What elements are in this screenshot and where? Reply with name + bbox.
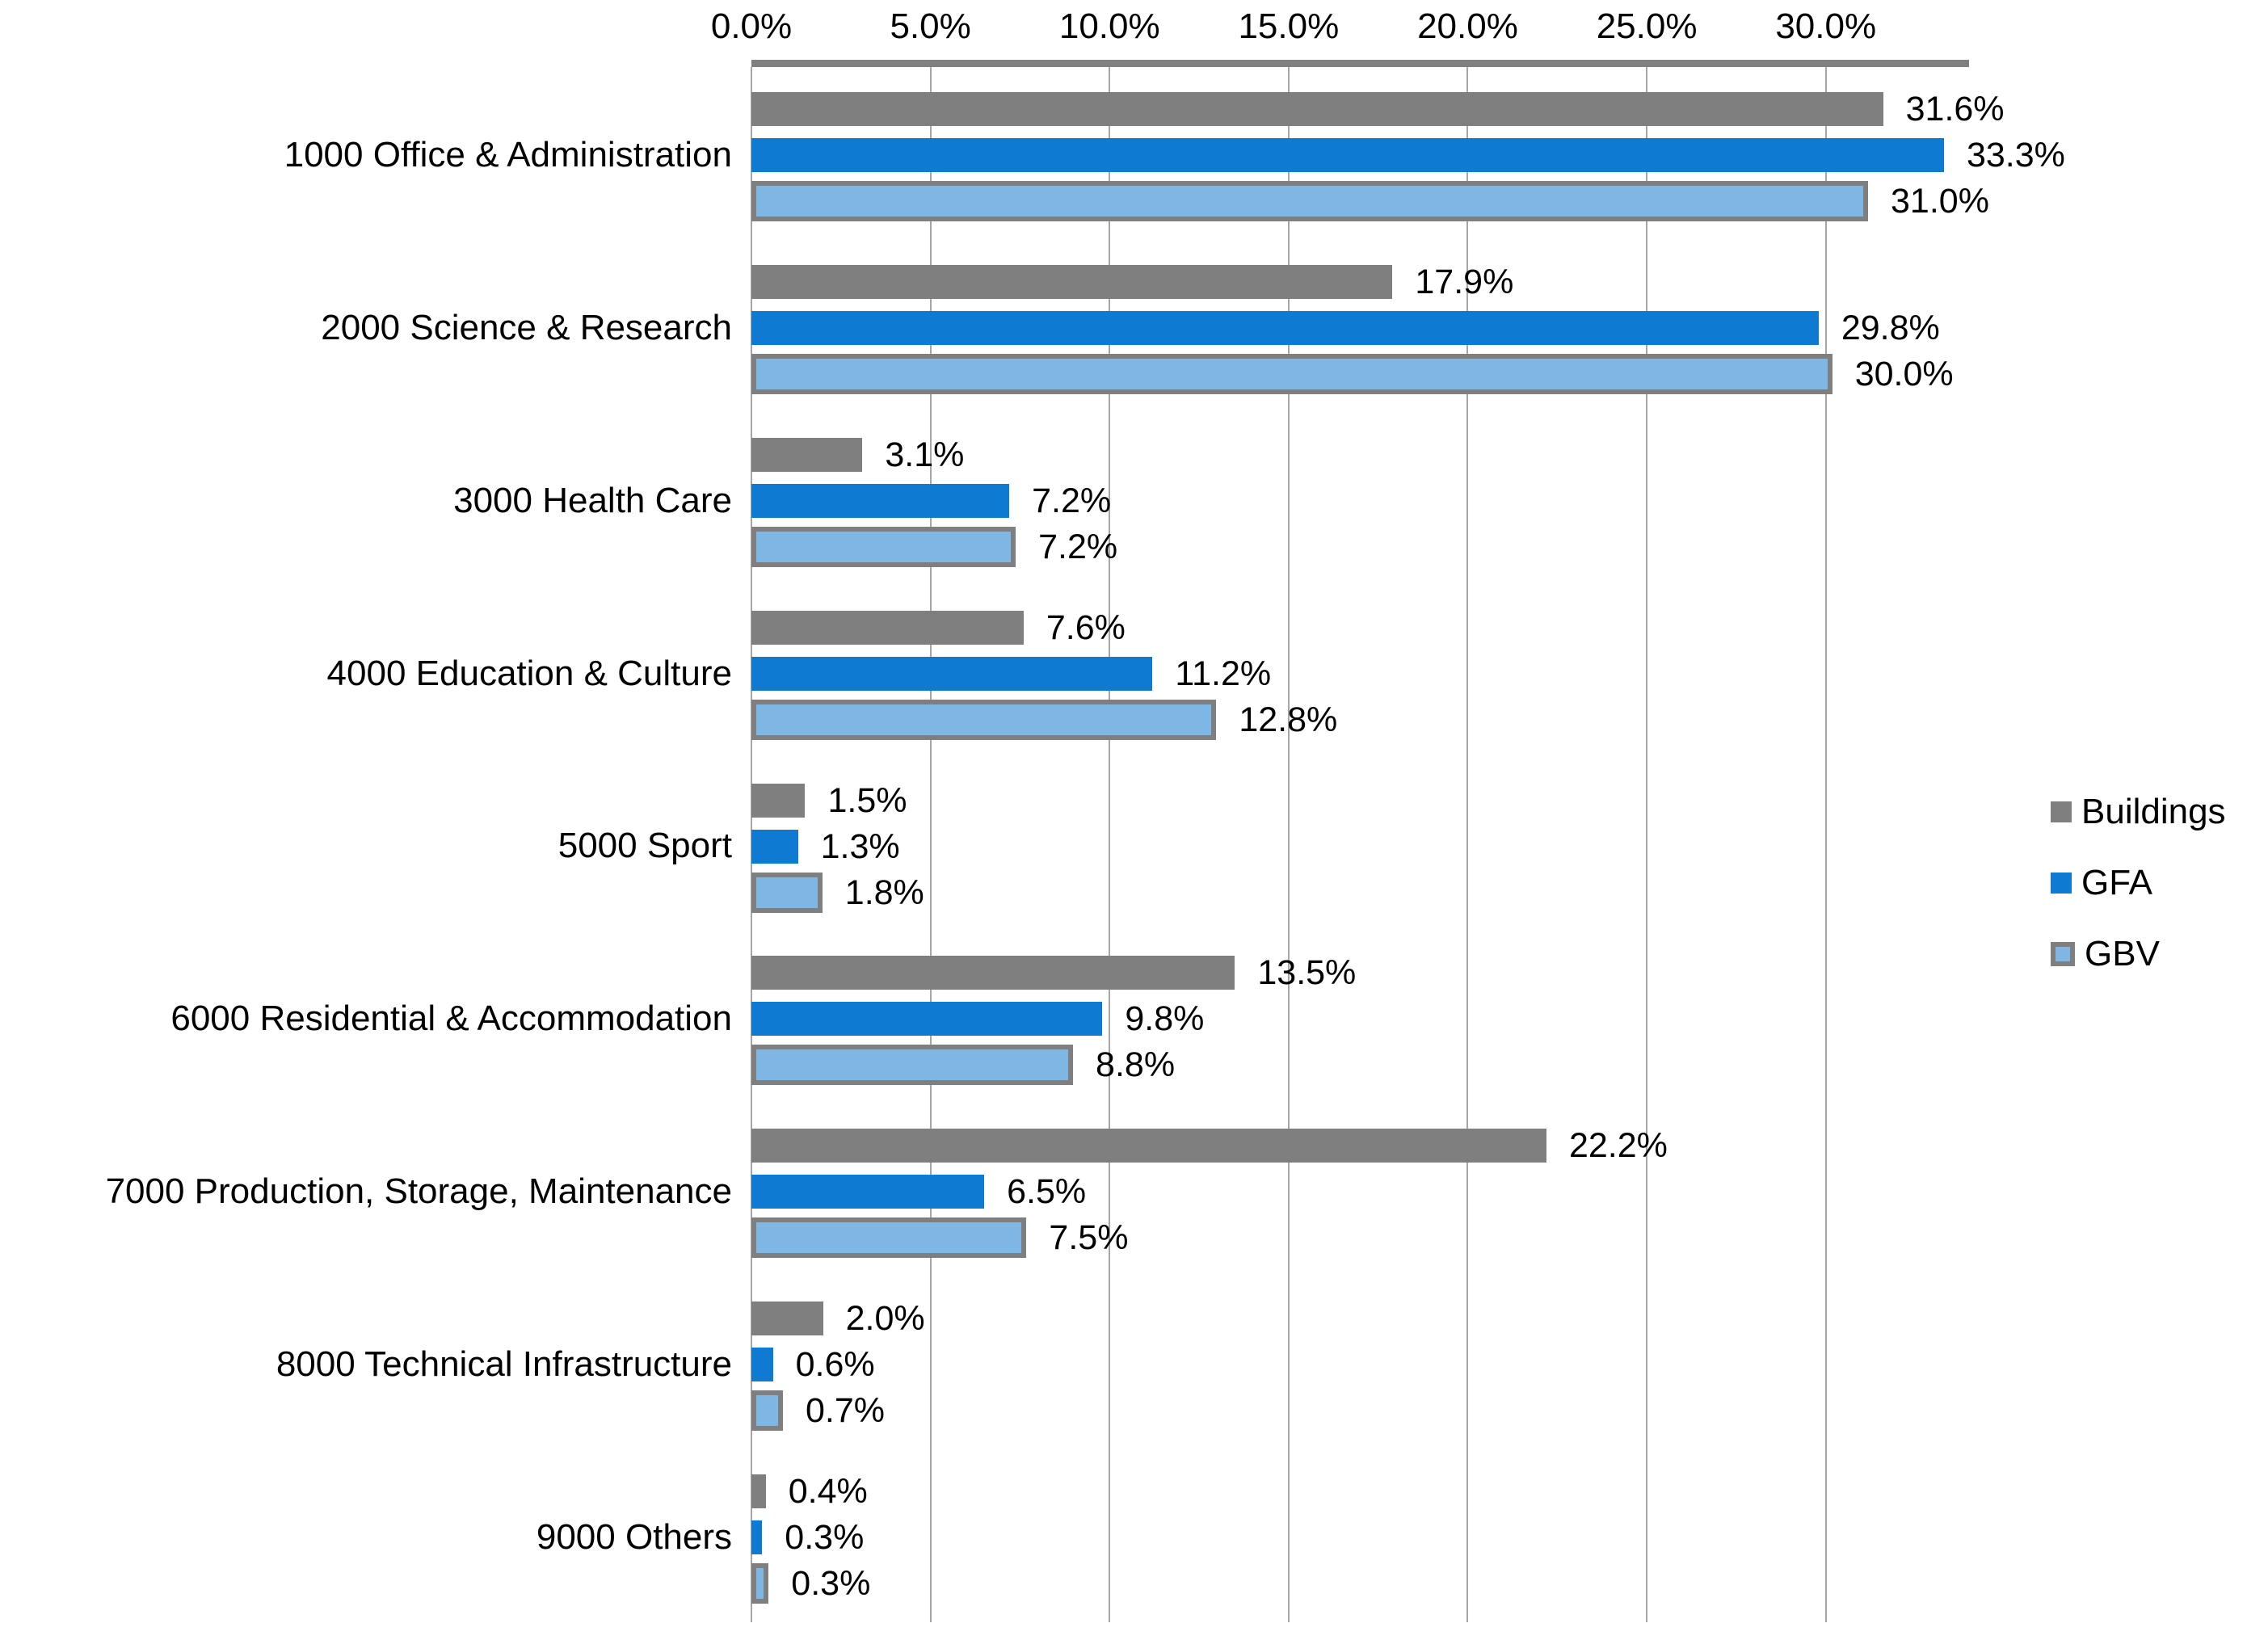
- vertical-gridline: [1109, 67, 1111, 1622]
- bar-value-label: 8.8%: [1096, 1045, 1176, 1085]
- x-axis-line-rule: [751, 60, 1969, 67]
- category-label: 7000 Production, Storage, Maintenance: [105, 1171, 732, 1212]
- bar-value-label: 0.4%: [788, 1472, 868, 1512]
- bar-value-label: 1.5%: [827, 780, 907, 820]
- legend-label: GFA: [2081, 863, 2153, 902]
- category-label: 1000 Office & Administration: [284, 134, 732, 175]
- bar-buildings: [751, 1301, 823, 1336]
- bar-value-label: 0.6%: [795, 1345, 875, 1385]
- bar-buildings: [751, 264, 1393, 299]
- bar-gbv: [751, 1045, 1074, 1086]
- bar-gbv: [751, 1390, 784, 1432]
- bar-gbv: [751, 526, 1016, 567]
- x-axis-tick-label: 5.0%: [890, 6, 971, 46]
- bar-gfa: [751, 829, 798, 864]
- bar-gfa: [751, 1348, 773, 1382]
- bar-value-label: 9.8%: [1125, 999, 1205, 1039]
- bar-buildings: [751, 91, 1883, 126]
- bar-buildings: [751, 1474, 766, 1509]
- vertical-gridline: [929, 67, 932, 1622]
- bar-value-label: 1.3%: [820, 826, 900, 866]
- bar-value-label: 31.0%: [1891, 181, 1989, 221]
- bar-value-label: 1.8%: [844, 873, 924, 912]
- bar-value-label: 31.6%: [1905, 89, 2005, 128]
- bar-gfa: [751, 137, 1944, 172]
- bar-value-label: 17.9%: [1415, 262, 1514, 301]
- bar-gbv: [751, 1563, 769, 1604]
- bar-value-label: 13.5%: [1257, 953, 1357, 993]
- bar-value-label: 29.8%: [1841, 308, 1940, 347]
- bar-gfa: [751, 483, 1010, 518]
- bar-value-label: 7.5%: [1049, 1218, 1129, 1258]
- bar-buildings: [751, 1129, 1546, 1163]
- legend-item-buildings: Buildings: [2051, 788, 2226, 835]
- category-label: 3000 Health Care: [453, 480, 732, 520]
- bar-buildings: [751, 783, 806, 818]
- bar-value-label: 0.3%: [785, 1518, 865, 1558]
- bar-gfa: [751, 656, 1153, 691]
- vertical-gridline: [1287, 67, 1290, 1622]
- bar-value-label: 30.0%: [1854, 354, 1954, 393]
- x-axis-tick-label: 10.0%: [1058, 6, 1160, 46]
- bar-value-label: 11.2%: [1175, 654, 1272, 693]
- legend-swatch-gbv: [2051, 942, 2075, 966]
- category-label: 2000 Science & Research: [321, 307, 732, 347]
- bar-value-label: 7.6%: [1046, 608, 1126, 647]
- bar-buildings: [751, 956, 1235, 990]
- x-axis-tick-label: 20.0%: [1417, 6, 1518, 46]
- legend-swatch-buildings: [2051, 801, 2072, 822]
- bar-value-label: 0.7%: [806, 1391, 886, 1431]
- bar-gfa: [751, 310, 1819, 345]
- category-label: 5000 Sport: [558, 826, 732, 866]
- bar-value-label: 2.0%: [845, 1299, 925, 1339]
- bar-gfa: [751, 1175, 985, 1209]
- bar-gbv: [751, 699, 1217, 740]
- bar-gbv: [751, 353, 1832, 394]
- x-axis-tick-label: 0.0%: [710, 6, 793, 46]
- x-axis-tick-label: 30.0%: [1775, 6, 1877, 46]
- bar-buildings: [751, 610, 1024, 645]
- category-label: 6000 Residential & Accommodation: [170, 999, 732, 1039]
- vertical-gridline: [1824, 67, 1827, 1622]
- legend-label: GBV: [2085, 934, 2160, 973]
- bar-gbv: [751, 180, 1869, 221]
- legend-swatch-gfa: [2051, 873, 2072, 894]
- bar-gbv: [751, 872, 823, 913]
- bar-value-label: 7.2%: [1038, 527, 1118, 566]
- category-label: 8000 Technical Infrastructure: [276, 1344, 732, 1385]
- bar-value-label: 0.3%: [791, 1564, 871, 1604]
- bar-value-label: 12.8%: [1239, 700, 1338, 739]
- bar-value-label: 33.3%: [1966, 135, 2065, 175]
- x-axis-tick-label: 15.0%: [1238, 6, 1340, 46]
- bar-value-label: 22.2%: [1568, 1126, 1668, 1166]
- bar-value-label: 6.5%: [1007, 1172, 1087, 1212]
- legend-item-gbv: GBV: [2051, 931, 2226, 978]
- legend-item-gfa: GFA: [2051, 860, 2226, 906]
- vertical-gridline: [1466, 67, 1469, 1622]
- bar-value-label: 7.2%: [1032, 481, 1112, 520]
- bar-gbv: [751, 1217, 1027, 1259]
- category-label: 9000 Others: [536, 1517, 732, 1558]
- bar-buildings: [751, 437, 863, 472]
- legend-label: Buildings: [2081, 792, 2226, 831]
- legend: Buildings GFA GBV: [2051, 788, 2226, 1002]
- bar-gfa: [751, 1520, 763, 1555]
- bar-gfa: [751, 1002, 1103, 1037]
- bar-value-label: 3.1%: [885, 435, 965, 474]
- vertical-gridline: [1646, 67, 1648, 1622]
- x-axis-tick-label: 25.0%: [1596, 6, 1698, 46]
- category-label: 4000 Education & Culture: [326, 653, 732, 693]
